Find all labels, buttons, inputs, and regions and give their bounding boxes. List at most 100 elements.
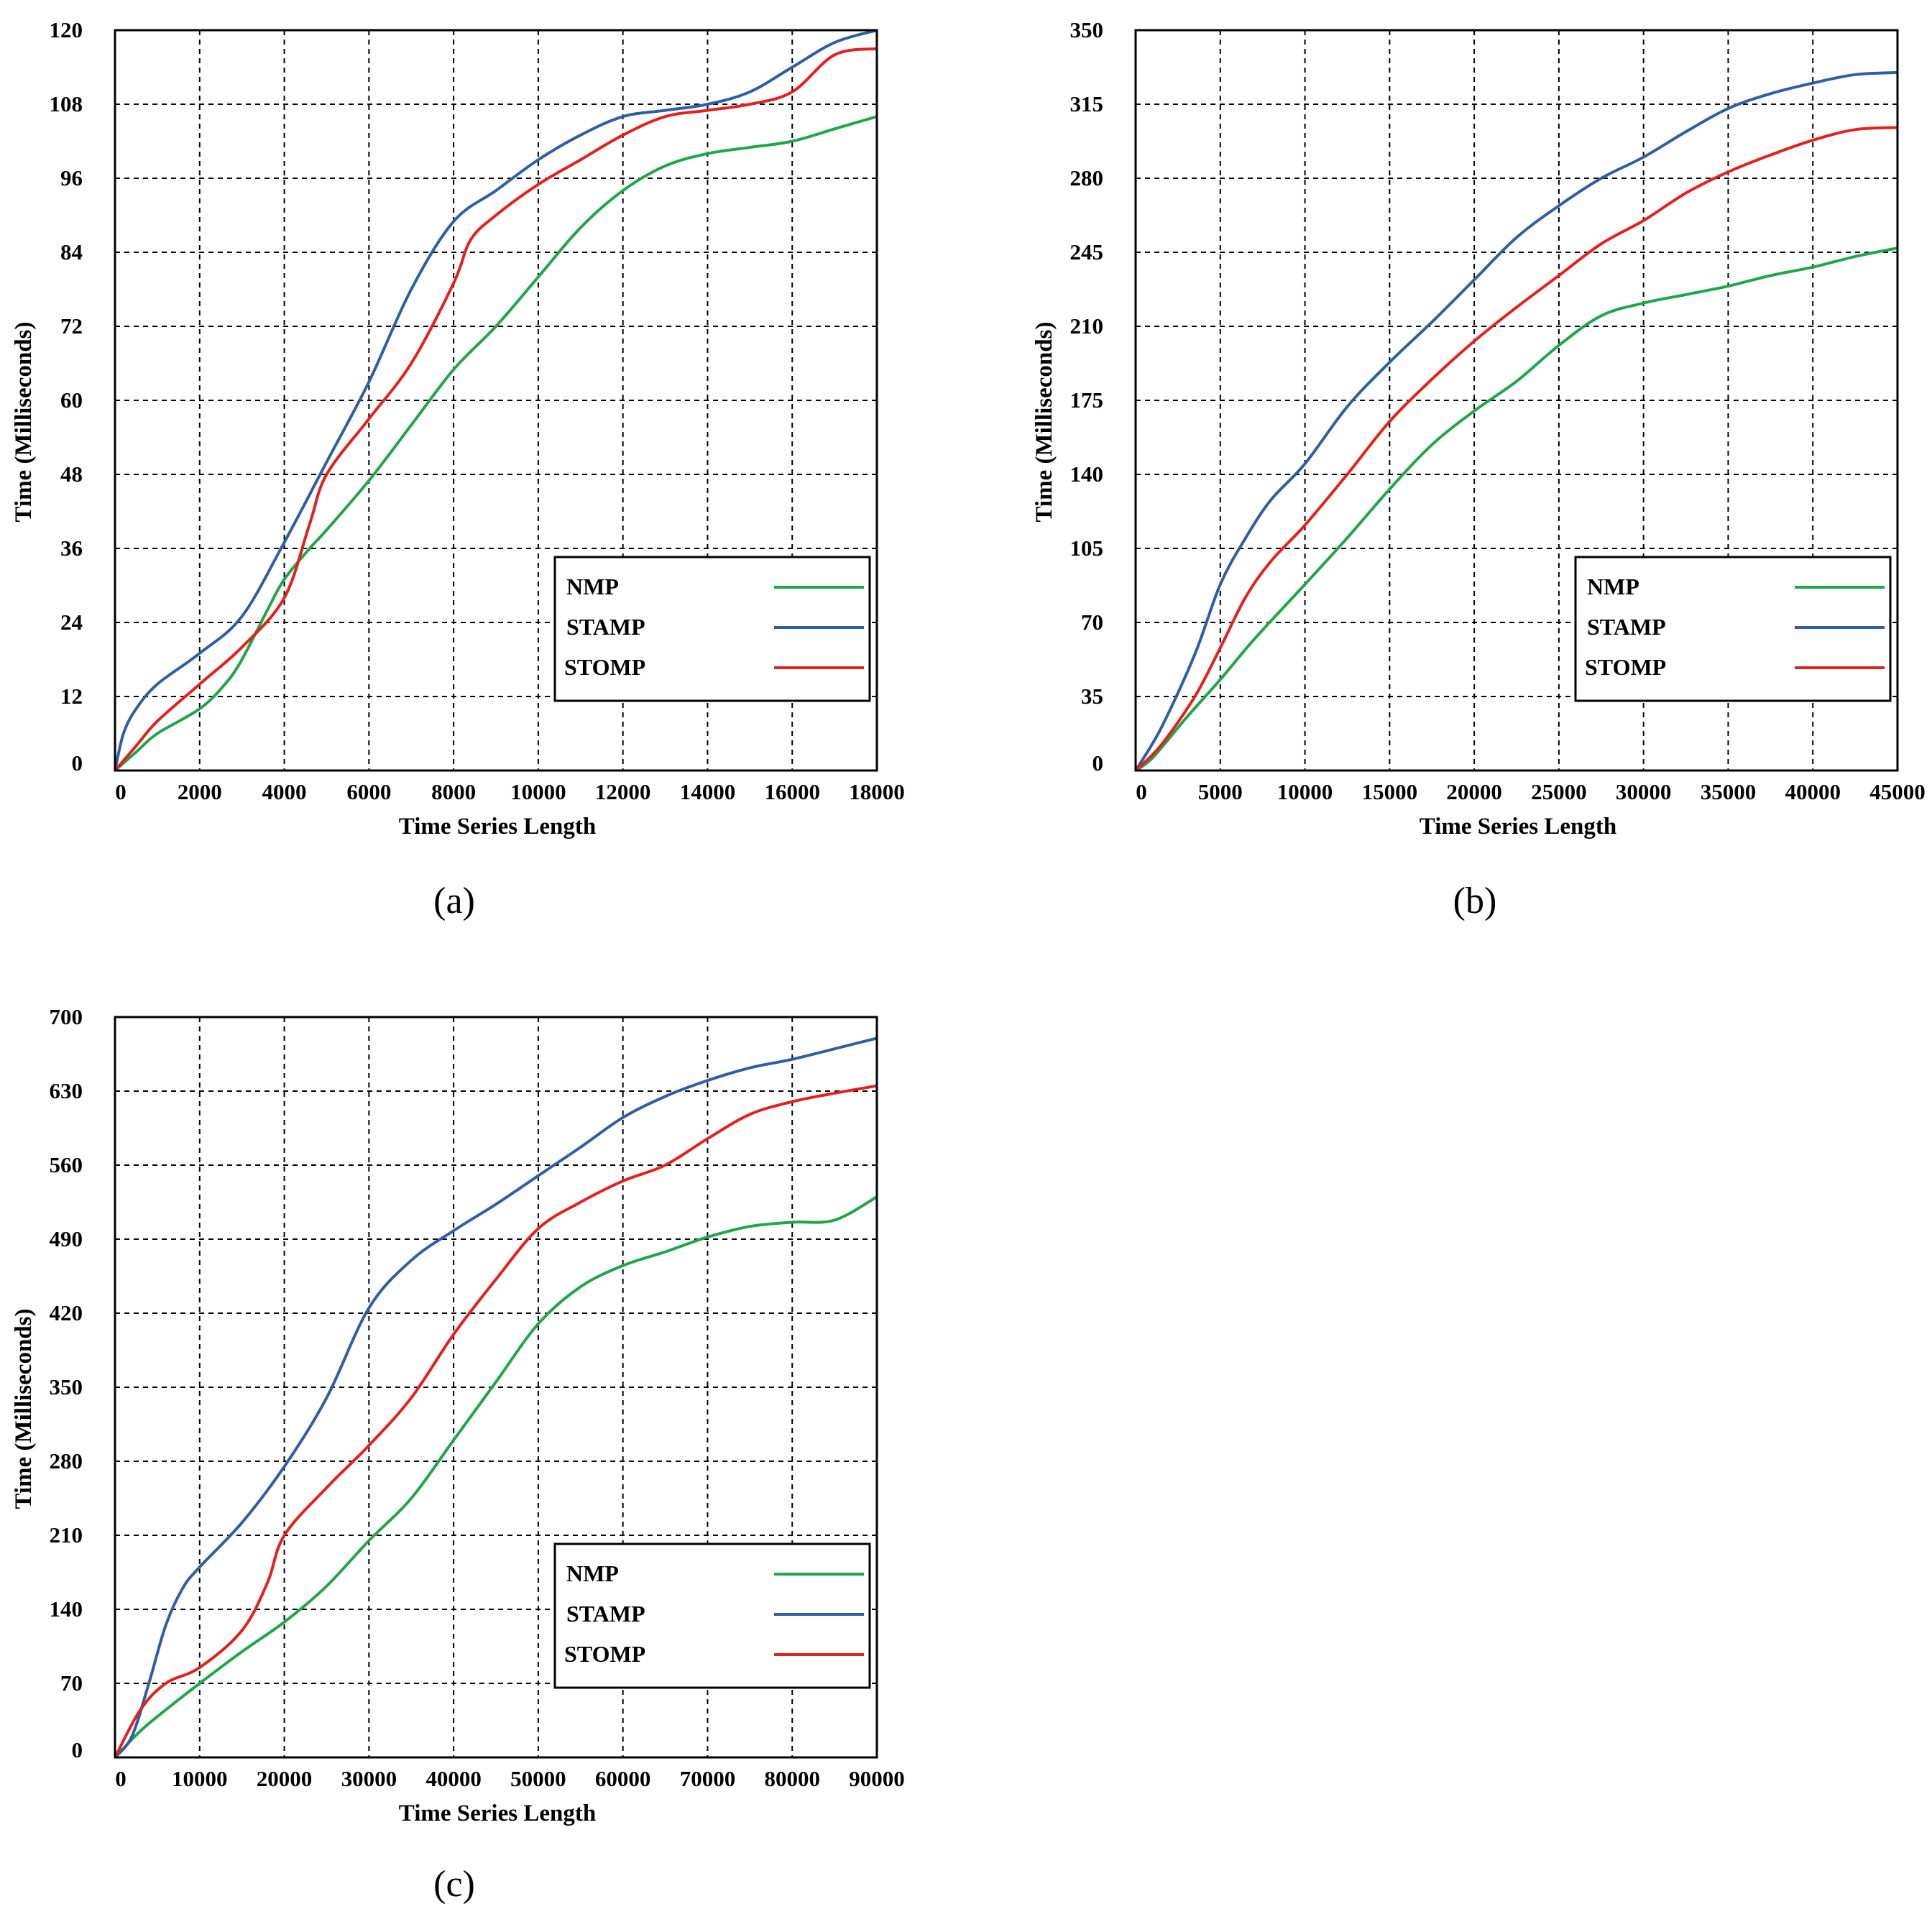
x-tick-label: 0 xyxy=(115,779,126,804)
series-line-nmp xyxy=(115,115,877,771)
series-line-stomp xyxy=(115,1084,877,1757)
chart-caption: (a) xyxy=(433,880,475,921)
legend: NMP STAMP STOMP xyxy=(553,556,871,702)
plot-frame xyxy=(114,1016,878,1759)
legend-label-nmp: NMP xyxy=(566,1560,619,1586)
x-axis-label: Time Series Length xyxy=(399,814,596,840)
y-tick-label: 72 xyxy=(60,313,83,339)
series-group xyxy=(1136,70,1898,771)
y-tick-label: 280 xyxy=(1070,165,1104,190)
series-line-nmp xyxy=(115,1195,877,1757)
chart-2: 0 70 140 210 280 350 420 490 560 630 700 0 10000 2000… xyxy=(11,1004,905,1905)
series-line-stamp xyxy=(115,1036,877,1757)
y-tick-label: 700 xyxy=(50,1004,83,1029)
y-tick-label: 0 xyxy=(72,1737,83,1762)
x-axis-label: Time Series Length xyxy=(1420,814,1616,840)
chart-0: 0 12 24 36 48 60 72 84 96 108 120 0 2000 4000 6000 8000… xyxy=(11,17,905,921)
x-tick-label: 8000 xyxy=(431,779,476,804)
y-tick-label: 24 xyxy=(60,610,83,635)
x-tick-label: 60000 xyxy=(595,1766,651,1791)
y-tick-label: 120 xyxy=(50,17,83,42)
x-tick-label: 20000 xyxy=(1446,779,1502,804)
y-tick-label: 48 xyxy=(60,461,83,487)
x-tick-label: 0 xyxy=(115,1766,126,1791)
x-tick-label: 2000 xyxy=(178,779,222,804)
legend-label-stomp: STOMP xyxy=(564,1641,645,1667)
x-tick-label: 30000 xyxy=(1616,779,1672,804)
x-tick-label: 0 xyxy=(1136,779,1147,804)
series-line-stamp xyxy=(115,30,877,771)
y-tick-label: 140 xyxy=(50,1596,83,1622)
x-tick-label: 40000 xyxy=(1785,779,1841,804)
legend: NMP STAMP STOMP xyxy=(553,1542,871,1689)
y-tick-label: 70 xyxy=(60,1670,83,1696)
series-line-stamp xyxy=(1136,70,1898,771)
y-tick-label: 84 xyxy=(60,239,83,265)
x-tick-label: 35000 xyxy=(1701,779,1757,804)
y-tick-label: 210 xyxy=(1070,313,1104,339)
x-tick-label: 45000 xyxy=(1869,779,1926,804)
y-tick-label: 315 xyxy=(1070,91,1104,116)
legend-label-stomp: STOMP xyxy=(1585,654,1666,680)
legend-label-stamp: STAMP xyxy=(1587,614,1666,640)
y-tick-label: 140 xyxy=(1070,461,1104,487)
y-tick-label: 210 xyxy=(50,1522,83,1548)
x-tick-label: 18000 xyxy=(849,779,905,804)
y-tick-label: 175 xyxy=(1070,387,1104,413)
y-tick-label: 630 xyxy=(50,1078,83,1103)
series-line-stomp xyxy=(1136,126,1898,771)
y-tick-label: 420 xyxy=(50,1300,83,1325)
y-tick-label: 350 xyxy=(50,1374,83,1399)
legend-label-nmp: NMP xyxy=(1587,574,1639,599)
y-tick-label: 490 xyxy=(50,1226,83,1251)
x-tick-label: 12000 xyxy=(595,779,651,804)
y-tick-label: 0 xyxy=(72,750,83,776)
x-tick-label: 30000 xyxy=(341,1766,397,1791)
x-axis-label: Time Series Length xyxy=(399,1801,596,1826)
x-tick-label: 50000 xyxy=(510,1766,566,1791)
y-tick-label: 60 xyxy=(60,387,83,413)
x-tick-label: 25000 xyxy=(1531,779,1587,804)
y-axis-label: Time (Milliseconds) xyxy=(11,322,37,523)
x-tick-label: 80000 xyxy=(764,1766,820,1791)
y-axis-label: Time (Milliseconds) xyxy=(11,1309,37,1509)
legend-label-stamp: STAMP xyxy=(566,614,645,640)
y-tick-label: 280 xyxy=(50,1448,83,1473)
legend-label-stamp: STAMP xyxy=(566,1601,645,1627)
x-tick-label: 10000 xyxy=(172,1766,228,1791)
x-tick-label: 14000 xyxy=(680,779,736,804)
x-tick-label: 4000 xyxy=(262,779,307,804)
legend: NMP STAMP STOMP xyxy=(1574,556,1892,702)
y-tick-label: 0 xyxy=(1092,750,1104,776)
chart-caption: (b) xyxy=(1453,880,1497,921)
y-tick-label: 12 xyxy=(60,684,83,709)
x-tick-label: 90000 xyxy=(849,1766,905,1791)
y-axis-label: Time (Milliseconds) xyxy=(1031,322,1057,523)
y-tick-label: 560 xyxy=(50,1152,83,1177)
x-tick-label: 40000 xyxy=(426,1766,482,1791)
y-tick-label: 105 xyxy=(1070,535,1104,561)
plot-frame xyxy=(114,29,878,772)
chart-caption: (c) xyxy=(433,1864,475,1905)
plot-frame xyxy=(1134,29,1899,772)
x-tick-label: 5000 xyxy=(1198,779,1243,804)
y-tick-label: 245 xyxy=(1070,239,1104,265)
chart-1: 0 35 70 105 140 175 210 245 280 315 350 0 5000 10000 1… xyxy=(1031,17,1926,921)
x-tick-label: 10000 xyxy=(510,779,566,804)
x-tick-label: 16000 xyxy=(764,779,820,804)
y-tick-label: 350 xyxy=(1070,17,1104,42)
x-tick-label: 15000 xyxy=(1362,779,1418,804)
legend-label-nmp: NMP xyxy=(566,574,619,599)
x-tick-label: 6000 xyxy=(346,779,391,804)
y-tick-label: 108 xyxy=(50,91,83,116)
series-line-nmp xyxy=(1136,247,1898,771)
x-tick-label: 70000 xyxy=(680,1766,736,1791)
x-tick-label: 20000 xyxy=(257,1766,313,1791)
series-line-stomp xyxy=(115,47,877,771)
y-tick-label: 70 xyxy=(1081,610,1103,635)
y-tick-label: 36 xyxy=(60,535,83,561)
y-tick-label: 35 xyxy=(1081,684,1103,709)
y-tick-label: 96 xyxy=(60,165,83,190)
legend-label-stomp: STOMP xyxy=(564,654,645,680)
